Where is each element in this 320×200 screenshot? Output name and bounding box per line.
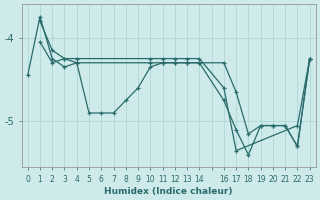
X-axis label: Humidex (Indice chaleur): Humidex (Indice chaleur)	[104, 187, 233, 196]
